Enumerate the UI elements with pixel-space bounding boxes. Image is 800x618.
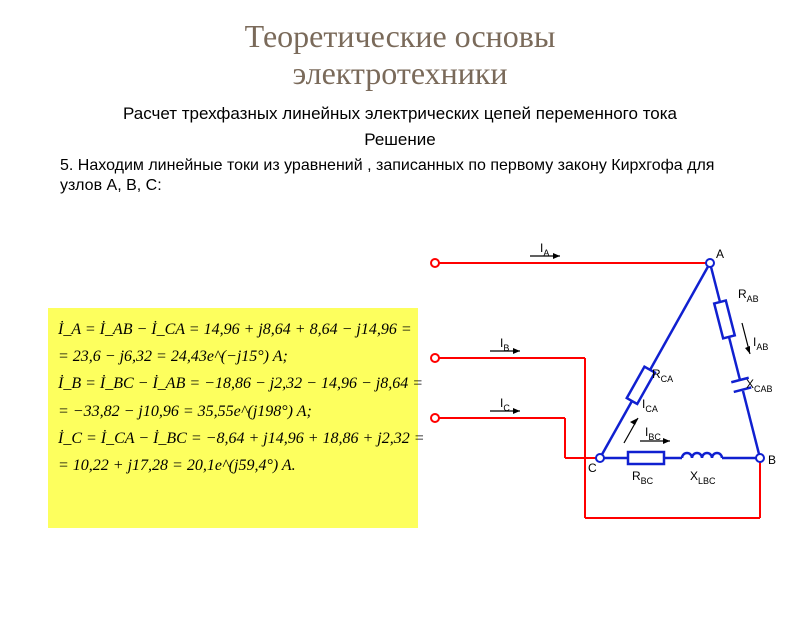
- svg-text:RBC: RBC: [632, 469, 654, 486]
- title-line1: Теоретические основы: [245, 18, 556, 54]
- eq-row-5: İ_C = İ_CA − İ_BC = −8,64 + j14,96 + 18,…: [58, 425, 408, 452]
- svg-text:B: B: [768, 453, 776, 467]
- phase-c-wire: [431, 408, 600, 458]
- triangle-load: [600, 263, 760, 464]
- svg-text:XLBC: XLBC: [690, 469, 716, 486]
- eq-row-4: = −33,82 − j10,96 = 35,55e^(j198°) A;: [58, 398, 408, 425]
- svg-text:IBC: IBC: [645, 425, 661, 442]
- svg-text:RCA: RCA: [652, 367, 673, 384]
- svg-text:A: A: [716, 247, 724, 261]
- circuit-diagram: A B C IA IB IC RAB IAB XCAB RCA ICA IBC …: [420, 228, 790, 548]
- eq-row-6: = 10,22 + j17,28 = 20,1e^(j59,4°) A.: [58, 452, 408, 479]
- svg-text:C: C: [588, 461, 597, 475]
- title-line2: электротехники: [292, 55, 507, 91]
- equations-box: İ_A = İ_AB − İ_CA = 14,96 + j8,64 + 8,64…: [48, 308, 418, 528]
- phase-a-wire: [431, 253, 710, 267]
- phase-b-wire: [431, 348, 760, 518]
- svg-text:XCAB: XCAB: [746, 377, 773, 394]
- svg-text:RAB: RAB: [738, 287, 759, 304]
- svg-text:IAB: IAB: [753, 335, 768, 352]
- eq-row-2: = 23,6 − j6,32 = 24,43e^(−j15°) A;: [58, 343, 408, 370]
- subtitle: Расчет трехфазных линейных электрических…: [0, 104, 800, 124]
- solution-label: Решение: [0, 130, 800, 150]
- step5-text: 5. Находим линейные токи из уравнений , …: [60, 156, 740, 198]
- eq-row-3: İ_B = İ_BC − İ_AB = −18,86 − j2,32 − 14,…: [58, 370, 408, 397]
- svg-text:ICA: ICA: [642, 397, 658, 414]
- eq-row-1: İ_A = İ_AB − İ_CA = 14,96 + j8,64 + 8,64…: [58, 316, 408, 343]
